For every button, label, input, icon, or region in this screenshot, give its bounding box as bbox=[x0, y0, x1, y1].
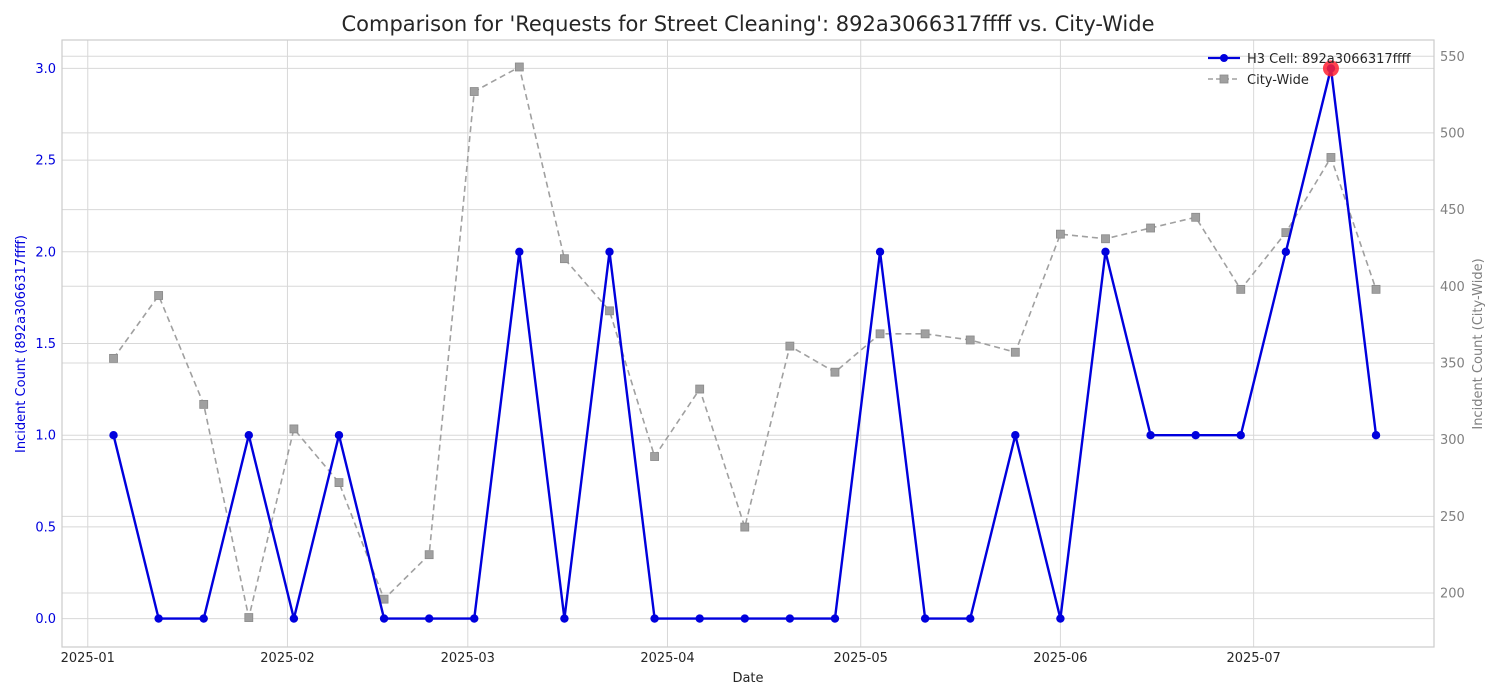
citywide-point bbox=[1146, 223, 1155, 233]
citywide-point bbox=[154, 291, 164, 300]
citywide-point bbox=[1371, 284, 1381, 294]
h3-cell-point bbox=[109, 430, 118, 440]
legend: H3 Cell: 892a3066317ffff City-Wide bbox=[1208, 52, 1412, 88]
h3-cell-point bbox=[966, 614, 975, 623]
h3-cell-point bbox=[1101, 247, 1110, 257]
y-right-tick-label: 250 bbox=[1440, 510, 1465, 525]
y-left-tick-label: 3.0 bbox=[35, 62, 56, 77]
h3-cell-point bbox=[1056, 614, 1065, 623]
x-tick-label: 2025-05 bbox=[834, 651, 888, 666]
citywide-point bbox=[109, 353, 118, 363]
citywide-point bbox=[695, 384, 705, 394]
y-axis-left-label: Incident Count (892a3066317ffff) bbox=[14, 235, 29, 453]
y-left-tick-label: 2.5 bbox=[35, 154, 56, 169]
legend-marker-citywide bbox=[1219, 74, 1229, 84]
h3-cell-point bbox=[740, 614, 749, 623]
x-tick-label: 2025-04 bbox=[640, 651, 694, 666]
citywide-point bbox=[379, 594, 389, 604]
h3-cell-point bbox=[1146, 430, 1155, 440]
legend-marker-h3 bbox=[1220, 54, 1228, 62]
citywide-point bbox=[740, 522, 750, 532]
x-axis-label: Date bbox=[732, 671, 763, 686]
y-right-tick-label: 200 bbox=[1440, 587, 1465, 602]
h3-cell-point bbox=[1371, 430, 1381, 440]
series-layer bbox=[109, 60, 1381, 623]
citywide-point bbox=[469, 87, 479, 96]
citywide-point bbox=[965, 335, 975, 345]
highlight-point bbox=[1322, 60, 1339, 77]
y-left-tick-label: 2.0 bbox=[35, 245, 56, 260]
x-tick-label: 2025-07 bbox=[1226, 651, 1280, 666]
citywide-point bbox=[875, 329, 885, 339]
h3-cell-point bbox=[379, 614, 389, 623]
h3-cell-point bbox=[1011, 430, 1020, 440]
h3-cell-point bbox=[830, 614, 840, 623]
h3-cell-point bbox=[605, 247, 614, 257]
y-right-tick-label: 350 bbox=[1440, 356, 1465, 371]
y-right-tick-label: 400 bbox=[1440, 280, 1465, 295]
h3-cell-point bbox=[650, 614, 659, 623]
h3-cell-point bbox=[470, 614, 479, 623]
plot-frame bbox=[61, 39, 1435, 648]
h3-cell-point bbox=[515, 247, 524, 257]
x-tick-label: 2025-01 bbox=[61, 651, 115, 666]
citywide-point bbox=[424, 550, 434, 560]
h3-cell-point bbox=[199, 614, 208, 623]
citywide-line bbox=[112, 65, 1377, 618]
citywide-point bbox=[1326, 153, 1336, 162]
h3-cell-point bbox=[154, 614, 163, 623]
y-left-tick-label: 1.5 bbox=[35, 337, 56, 352]
h3-cell-point bbox=[289, 614, 299, 623]
y-left-tick-label: 0.5 bbox=[35, 520, 56, 535]
y-left-tick-label: 1.0 bbox=[35, 429, 56, 444]
citywide-point bbox=[785, 341, 795, 351]
h3-cell-point bbox=[785, 614, 795, 623]
y-right-tick-label: 300 bbox=[1440, 433, 1465, 448]
citywide-point bbox=[560, 254, 569, 264]
h3-cell-point bbox=[560, 614, 569, 623]
y-right-tick-label: 450 bbox=[1440, 203, 1465, 218]
h3-cell-point bbox=[424, 614, 434, 623]
citywide-point bbox=[1236, 284, 1246, 294]
citywide-point bbox=[199, 399, 209, 409]
x-tick-label: 2025-02 bbox=[260, 651, 314, 666]
y-right-tick-label: 550 bbox=[1440, 50, 1465, 65]
citywide-point bbox=[334, 478, 344, 487]
citywide-point bbox=[605, 306, 614, 316]
h3-cell-point bbox=[875, 247, 885, 257]
x-tick-label: 2025-06 bbox=[1033, 651, 1087, 666]
legend-label-h3: H3 Cell: 892a3066317ffff bbox=[1247, 52, 1412, 67]
legend-label-citywide: City-Wide bbox=[1247, 73, 1309, 88]
tick-layer: 2025-01 2025-02 2025-03 2025-04 2025-05 2025-… bbox=[35, 50, 1465, 666]
h3-cell-point bbox=[334, 430, 344, 440]
h3-cell-point bbox=[695, 614, 704, 623]
h3-cell-point bbox=[1191, 430, 1200, 440]
h3-cell-point bbox=[920, 614, 930, 623]
x-tick-label: 2025-03 bbox=[441, 651, 495, 666]
chart-title: Comparison for 'Requests for Street Clea… bbox=[342, 12, 1155, 36]
h3-cell-point bbox=[1281, 247, 1291, 257]
y-axis-right-label: Incident Count (City-Wide) bbox=[1471, 258, 1486, 429]
citywide-point bbox=[244, 613, 254, 622]
citywide-point bbox=[1191, 212, 1201, 222]
citywide-point bbox=[289, 424, 299, 434]
h3-cell-point bbox=[1236, 430, 1245, 440]
citywide-point bbox=[830, 367, 840, 377]
y-left-tick-label: 0.0 bbox=[35, 612, 56, 627]
y-right-tick-label: 500 bbox=[1440, 126, 1465, 141]
citywide-point bbox=[1101, 234, 1110, 244]
citywide-point bbox=[514, 62, 524, 72]
citywide-point bbox=[920, 329, 930, 339]
grid bbox=[62, 40, 1434, 647]
citywide-point bbox=[1056, 229, 1065, 239]
citywide-point bbox=[1010, 347, 1020, 357]
h3-cell-point bbox=[244, 430, 253, 440]
citywide-point bbox=[650, 452, 660, 461]
